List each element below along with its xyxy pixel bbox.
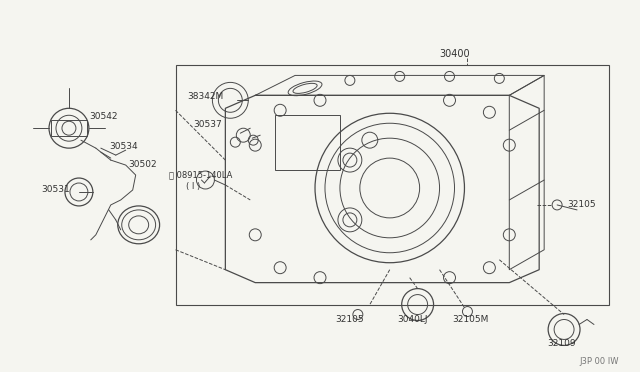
Text: 32109: 32109 bbox=[547, 339, 576, 349]
Text: 30400: 30400 bbox=[440, 48, 470, 58]
Text: 30542: 30542 bbox=[89, 112, 117, 121]
Text: 3040LJ: 3040LJ bbox=[397, 314, 428, 324]
Text: Ⓛ 08915-140LA: Ⓛ 08915-140LA bbox=[168, 170, 232, 179]
Text: 38342M: 38342M bbox=[188, 92, 224, 101]
Bar bbox=[175, 65, 609, 305]
Text: 30531: 30531 bbox=[41, 185, 70, 194]
Text: 30537: 30537 bbox=[193, 120, 222, 129]
Text: 32105: 32105 bbox=[567, 200, 596, 209]
Text: J3P 00 IW: J3P 00 IW bbox=[579, 357, 619, 366]
Text: 32105: 32105 bbox=[335, 314, 364, 324]
Bar bbox=[275, 115, 340, 170]
Bar bbox=[51, 120, 87, 136]
Text: 30534: 30534 bbox=[109, 142, 138, 151]
Text: ( I ): ( I ) bbox=[186, 182, 200, 191]
Text: 30502: 30502 bbox=[129, 160, 157, 169]
Text: 32105M: 32105M bbox=[452, 314, 489, 324]
